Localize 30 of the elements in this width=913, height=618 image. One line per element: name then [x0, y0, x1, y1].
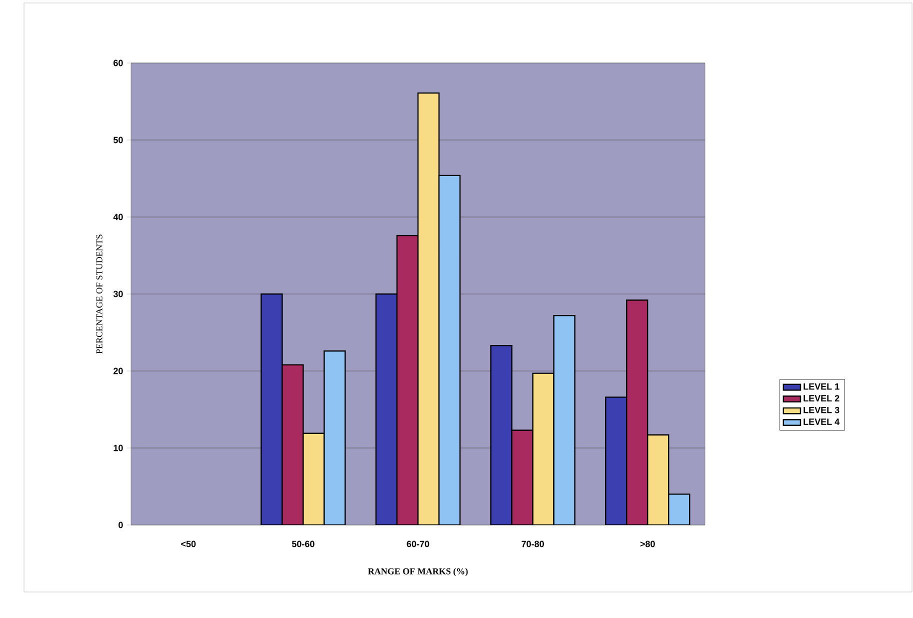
y-tick-label: 20: [114, 368, 123, 374]
bar: [532, 372, 554, 525]
bar: [375, 293, 398, 525]
legend-label: LEVEL 2: [804, 395, 840, 402]
bar: [605, 396, 628, 525]
y-tick-label: 30: [113, 290, 123, 298]
bar: [626, 300, 648, 525]
x-tick-label: 60-70: [406, 540, 430, 548]
bar: [260, 293, 283, 525]
y-tick-label: 60: [114, 60, 123, 66]
legend-label: LEVEL 3: [804, 406, 840, 414]
bar: [417, 92, 440, 525]
legend-label: LEVEL 4: [804, 418, 840, 425]
bar: [282, 364, 304, 525]
bar: [647, 434, 670, 525]
x-axis-title: RANGE OF MARKS (%): [368, 568, 468, 576]
bar: [396, 234, 419, 525]
legend-label: LEVEL 1: [804, 383, 840, 390]
y-tick-label: 0: [118, 522, 123, 528]
bar: [490, 344, 512, 525]
y-axis-title: PERCENTAGE OF STUDENTS: [96, 234, 102, 354]
x-tick-label: 70-80: [522, 540, 544, 548]
x-tick-label: >80: [640, 540, 655, 548]
y-tick-label: 40: [113, 214, 123, 220]
bar: [511, 430, 534, 525]
y-tick-label: 50: [113, 136, 123, 144]
bar: [302, 432, 325, 525]
x-tick-label: <50: [181, 540, 196, 548]
x-tick-label: 50-60: [292, 540, 314, 548]
y-tick-label: 10: [114, 444, 123, 452]
